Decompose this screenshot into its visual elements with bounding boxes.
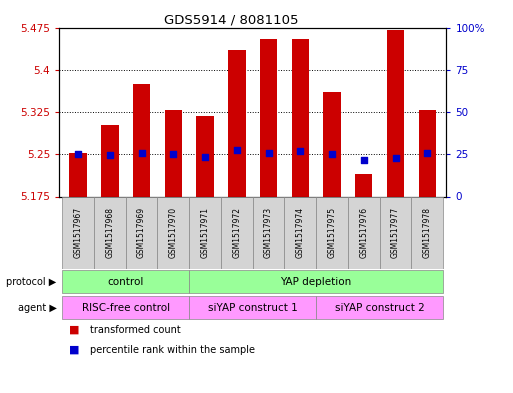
Bar [260, 39, 277, 197]
Point [264, 149, 272, 156]
Bar [411, 196, 443, 269]
Bar [316, 196, 348, 269]
Text: GSM1517968: GSM1517968 [105, 208, 114, 258]
Text: GSM1517976: GSM1517976 [359, 207, 368, 259]
Text: ■: ■ [69, 325, 80, 335]
Bar [101, 125, 119, 196]
Text: siYAP construct 1: siYAP construct 1 [208, 303, 298, 312]
Text: GSM1517972: GSM1517972 [232, 208, 241, 258]
Point [391, 154, 400, 161]
Text: GSM1517977: GSM1517977 [391, 207, 400, 259]
Bar [94, 196, 126, 269]
Bar [221, 196, 253, 269]
Bar [291, 39, 309, 197]
Text: YAP depletion: YAP depletion [281, 277, 352, 287]
Bar [348, 196, 380, 269]
Text: control: control [108, 277, 144, 287]
Bar [380, 196, 411, 269]
Bar [165, 110, 182, 196]
Text: GSM1517970: GSM1517970 [169, 207, 178, 259]
Point [233, 147, 241, 153]
Point [169, 151, 177, 157]
Bar [284, 196, 316, 269]
Bar [316, 296, 443, 319]
Text: transformed count: transformed count [90, 325, 181, 335]
Text: RISC-free control: RISC-free control [82, 303, 170, 312]
Text: GSM1517973: GSM1517973 [264, 207, 273, 259]
Bar [62, 196, 94, 269]
Bar [323, 92, 341, 196]
Text: GSM1517975: GSM1517975 [327, 207, 337, 259]
Text: GSM1517967: GSM1517967 [73, 207, 83, 259]
Point [296, 148, 304, 154]
Text: GSM1517978: GSM1517978 [423, 208, 432, 258]
Point [423, 150, 431, 156]
Point [137, 149, 146, 156]
Point [106, 152, 114, 158]
Bar [157, 196, 189, 269]
Bar [196, 116, 214, 196]
Point [360, 157, 368, 163]
Point [328, 151, 336, 157]
Text: ■: ■ [69, 345, 80, 355]
Text: percentile rank within the sample: percentile rank within the sample [90, 345, 255, 355]
Text: protocol ▶: protocol ▶ [6, 277, 56, 287]
Point [74, 151, 82, 157]
Bar [69, 153, 87, 196]
Text: GSM1517971: GSM1517971 [201, 208, 209, 258]
Bar [126, 196, 157, 269]
Bar [387, 30, 404, 196]
Text: GSM1517969: GSM1517969 [137, 207, 146, 259]
Text: GSM1517974: GSM1517974 [296, 207, 305, 259]
Bar [189, 270, 443, 294]
Bar [62, 270, 189, 294]
Bar [133, 84, 150, 196]
Text: siYAP construct 2: siYAP construct 2 [335, 303, 425, 312]
Bar [228, 50, 246, 196]
Bar [355, 174, 372, 196]
Point [201, 154, 209, 160]
Bar [189, 196, 221, 269]
Bar [253, 196, 284, 269]
Bar [189, 296, 316, 319]
Bar [62, 296, 189, 319]
Text: agent ▶: agent ▶ [17, 303, 56, 312]
Bar [419, 110, 436, 196]
Text: GDS5914 / 8081105: GDS5914 / 8081105 [164, 14, 298, 27]
